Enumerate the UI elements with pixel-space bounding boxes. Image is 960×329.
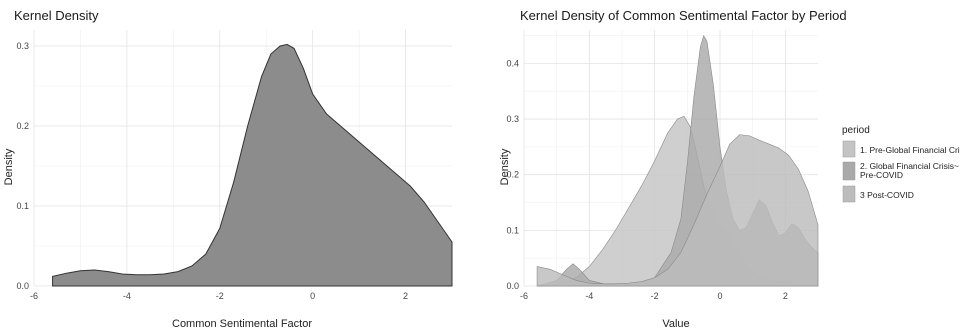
density-area-3: [536, 134, 819, 287]
legend-swatch: [842, 140, 856, 158]
y-tick-label: 0.0: [506, 281, 519, 291]
y-tick-labels: 0.0 0.1 0.2 0.3: [16, 41, 29, 291]
legend-item: 1. Pre-Global Financial Crisis: [842, 140, 960, 158]
legend-label-line-1: 2. Global Financial Crisis~: [860, 161, 959, 171]
legend-item: 2. Global Financial Crisis~ Pre-COVID: [842, 161, 960, 181]
y-tick-label: 0.1: [16, 201, 29, 211]
density-area-group: [536, 34, 819, 287]
legend-title: period: [842, 125, 870, 136]
kernel-density-chart: Kernel Density -6 -4 -2 0 2 0.0 0.1 0.2 0.3 Com…: [3, 8, 453, 329]
legend-item: 3 Post-COVID: [842, 185, 914, 203]
x-tick-label: -6: [30, 291, 38, 301]
x-tick-label: -4: [123, 291, 131, 301]
legend-label-line-2: Pre-COVID: [860, 170, 903, 180]
x-tick-label: 2: [783, 291, 788, 301]
legend-label: 2. Global Financial Crisis~ Pre-COVID: [860, 161, 960, 180]
chart-title: Kernel Density: [14, 8, 99, 23]
y-tick-labels: 0.0 0.1 0.2 0.3 0.4: [506, 58, 519, 291]
y-tick-label: 0.0: [16, 281, 29, 291]
y-tick-label: 0.4: [506, 58, 519, 68]
y-tick-label: 0.3: [506, 114, 519, 124]
y-tick-label: 0.3: [16, 41, 29, 51]
legend-swatch: [842, 161, 856, 181]
x-tick-label: 0: [717, 291, 722, 301]
x-axis-label: Value: [662, 318, 689, 329]
density-area-group: [52, 43, 453, 287]
y-axis-label: Density: [499, 148, 511, 185]
y-tick-label: 0.1: [506, 225, 519, 235]
y-tick-label: 0.2: [16, 121, 29, 131]
chart-title: Kernel Density of Common Sentimental Fac…: [520, 8, 847, 23]
x-tick-labels: -6 -4 -2 0 2: [520, 291, 788, 301]
y-tick-label: 0.2: [506, 170, 519, 180]
x-tick-label: -4: [585, 291, 593, 301]
x-tick-labels: -6 -4 -2 0 2: [30, 291, 408, 301]
y-axis-label: Density: [3, 148, 15, 185]
x-axis-label: Common Sentimental Factor: [172, 318, 312, 329]
x-tick-label: 0: [310, 291, 315, 301]
x-tick-label: 2: [403, 291, 408, 301]
x-tick-label: -6: [520, 291, 528, 301]
legend-label: 1. Pre-Global Financial Crisis: [860, 145, 960, 155]
x-tick-label: -2: [651, 291, 659, 301]
legend-swatch: [842, 185, 856, 203]
period-density-chart: Kernel Density of Common Sentimental Fac…: [499, 8, 960, 329]
legend: period 1. Pre-Global Financial Crisis 2.…: [842, 125, 960, 203]
legend-label: 3 Post-COVID: [860, 190, 914, 200]
x-tick-label: -2: [216, 291, 224, 301]
density-area-1: [52, 43, 453, 287]
